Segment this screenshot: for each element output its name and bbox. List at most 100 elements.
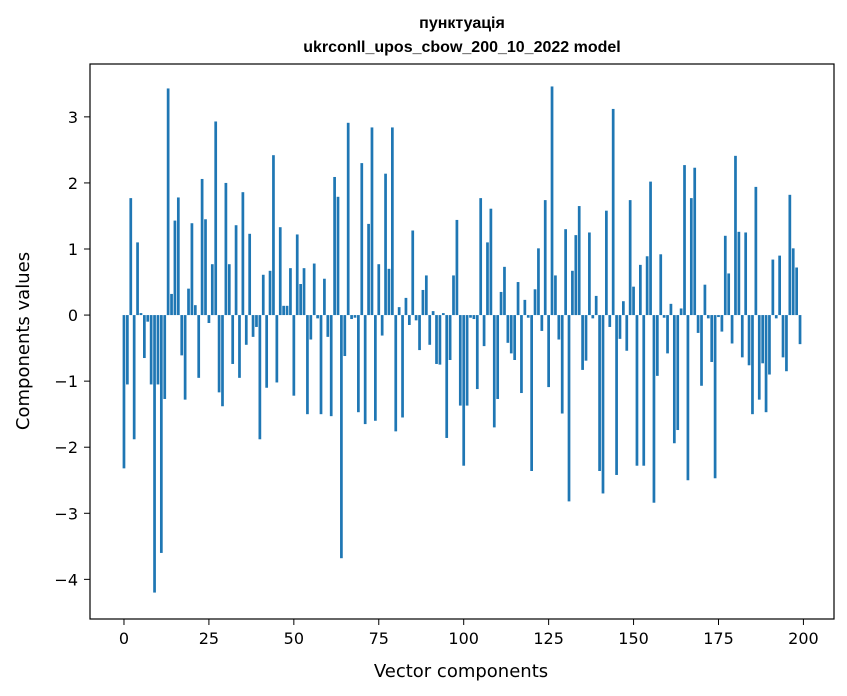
x-tick-label: 0 bbox=[119, 629, 129, 648]
bar-181 bbox=[737, 231, 741, 316]
bar-140 bbox=[598, 315, 601, 471]
bar-21 bbox=[193, 305, 197, 316]
bar-57 bbox=[316, 315, 319, 319]
bar-89 bbox=[424, 275, 428, 316]
bar-83 bbox=[404, 297, 408, 316]
bar-177 bbox=[723, 235, 727, 316]
bar-93 bbox=[438, 315, 442, 365]
bar-127 bbox=[554, 275, 557, 316]
bar-172 bbox=[706, 315, 710, 319]
bar-131 bbox=[567, 315, 571, 502]
bar-189 bbox=[764, 315, 768, 413]
bar-147 bbox=[622, 301, 625, 316]
bar-82 bbox=[401, 315, 404, 418]
bar-28 bbox=[217, 315, 221, 393]
bar-171 bbox=[703, 284, 707, 316]
bar-25 bbox=[207, 315, 211, 323]
bar-184 bbox=[747, 315, 751, 366]
y-tick-label: 3 bbox=[68, 108, 78, 127]
bar-157 bbox=[655, 315, 659, 376]
bar-91 bbox=[431, 311, 435, 316]
bar-122 bbox=[537, 248, 540, 316]
bar-16 bbox=[176, 197, 180, 316]
bar-97 bbox=[452, 275, 455, 316]
bar-197 bbox=[791, 248, 795, 316]
bar-155 bbox=[649, 181, 652, 316]
bar-52 bbox=[299, 284, 302, 316]
bar-195 bbox=[785, 315, 788, 372]
bar-100 bbox=[462, 315, 466, 466]
bar-59 bbox=[323, 278, 326, 316]
bar-138 bbox=[591, 315, 595, 319]
bar-10 bbox=[156, 315, 160, 385]
bar-191 bbox=[771, 259, 775, 316]
bar-151 bbox=[635, 315, 639, 466]
bar-33 bbox=[234, 225, 238, 316]
bar-32 bbox=[231, 315, 235, 364]
bar-154 bbox=[645, 256, 649, 316]
bar-112 bbox=[503, 266, 506, 316]
bar-69 bbox=[357, 315, 360, 413]
bar-130 bbox=[564, 229, 567, 316]
bar-51 bbox=[295, 234, 299, 316]
bar-65 bbox=[343, 315, 347, 357]
bar-75 bbox=[377, 264, 381, 316]
y-tick-label: 2 bbox=[68, 174, 78, 193]
bar-110 bbox=[496, 315, 500, 399]
bar-45 bbox=[275, 315, 279, 383]
bar-78 bbox=[387, 268, 391, 316]
bar-166 bbox=[686, 315, 690, 481]
bar-134 bbox=[577, 206, 581, 316]
bar-73 bbox=[370, 127, 374, 316]
bar-5 bbox=[139, 313, 143, 316]
x-axis-ticks: 0 25 50 75 100 125 150 175 200 bbox=[119, 619, 819, 648]
bar-198 bbox=[795, 267, 798, 316]
bar-88 bbox=[421, 289, 425, 316]
bar-164 bbox=[679, 308, 683, 316]
bar-53 bbox=[302, 268, 306, 316]
bar-113 bbox=[506, 315, 510, 343]
bar-35 bbox=[241, 192, 245, 316]
bar-165 bbox=[683, 165, 686, 316]
bar-4 bbox=[136, 242, 139, 316]
bar-124 bbox=[543, 200, 547, 316]
bar-9 bbox=[153, 315, 156, 593]
bar-167 bbox=[689, 198, 693, 316]
bar-179 bbox=[730, 315, 734, 344]
bar-85 bbox=[411, 230, 415, 316]
x-tick-label: 150 bbox=[618, 629, 649, 648]
bar-40 bbox=[258, 315, 262, 440]
bar-187 bbox=[757, 315, 761, 400]
x-tick-label: 75 bbox=[369, 629, 389, 648]
bar-86 bbox=[414, 315, 418, 321]
bar-19 bbox=[187, 288, 190, 316]
bar-14 bbox=[170, 293, 173, 316]
bar-144 bbox=[611, 108, 615, 316]
bar-8 bbox=[149, 315, 153, 385]
bar-107 bbox=[486, 242, 489, 316]
bar-106 bbox=[482, 315, 486, 347]
bar-103 bbox=[472, 315, 476, 320]
bar-137 bbox=[588, 232, 591, 316]
bar-30 bbox=[224, 182, 228, 316]
bar-36 bbox=[244, 315, 248, 345]
bar-161 bbox=[669, 303, 673, 316]
bar-119 bbox=[526, 315, 530, 318]
bar-158 bbox=[659, 254, 663, 316]
bar-71 bbox=[363, 315, 367, 425]
bar-163 bbox=[676, 315, 680, 431]
bar-41 bbox=[261, 274, 265, 316]
chart-title-line2: ukrconll_upos_cbow_200_10_2022 model bbox=[303, 39, 620, 56]
bar-27 bbox=[214, 121, 218, 316]
bar-11 bbox=[159, 315, 163, 553]
bar-170 bbox=[700, 315, 703, 386]
bar-38 bbox=[251, 315, 255, 337]
bar-94 bbox=[441, 313, 445, 316]
bar-145 bbox=[615, 315, 618, 475]
bar-104 bbox=[475, 315, 479, 390]
bar-49 bbox=[289, 268, 292, 316]
bar-120 bbox=[530, 315, 533, 471]
bar-153 bbox=[642, 315, 646, 466]
bar-101 bbox=[465, 315, 469, 406]
